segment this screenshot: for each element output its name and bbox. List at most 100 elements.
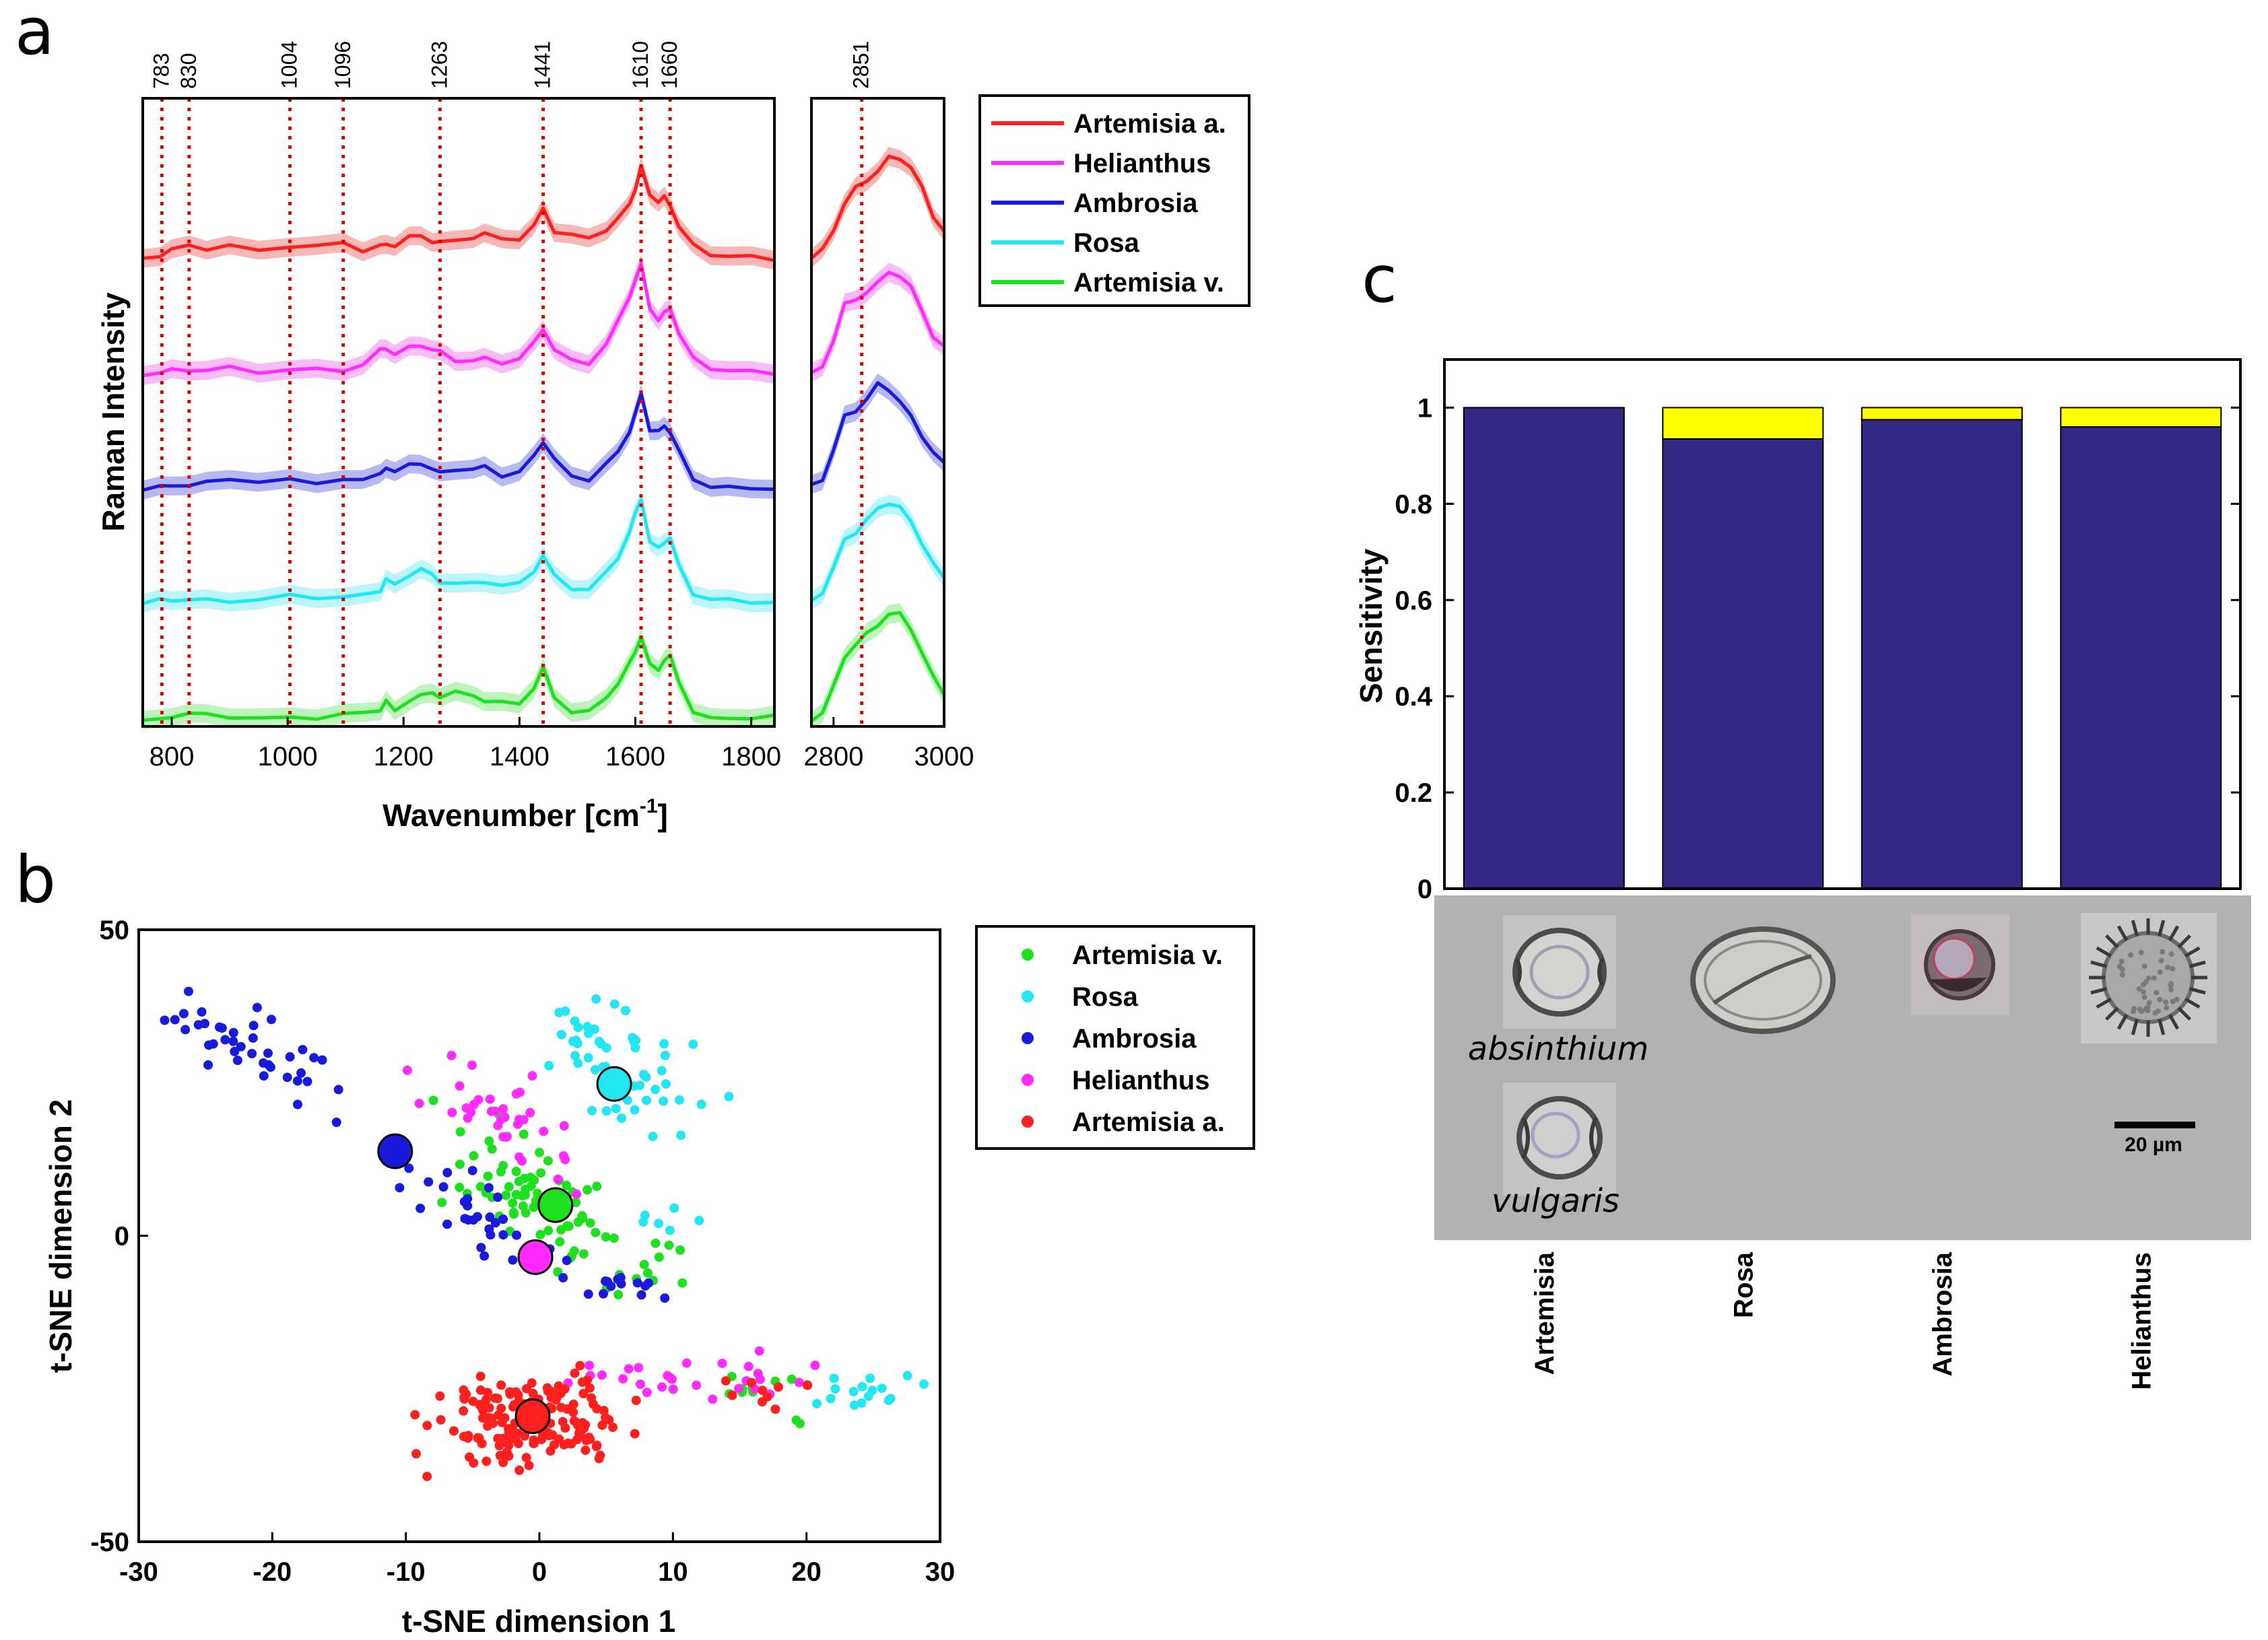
spectra-xtick-label-1000: 1000 (258, 742, 318, 772)
tsne-point (617, 1114, 626, 1123)
tsne-point (642, 1095, 652, 1105)
tsne-point (498, 1230, 508, 1240)
tsne-point (668, 1384, 678, 1394)
tsne-point (640, 1210, 650, 1221)
tsne-point (197, 1007, 207, 1017)
tsne-point (467, 1060, 477, 1070)
tsne-point (529, 1438, 539, 1448)
tsne-point (584, 1433, 594, 1442)
tsne-point (886, 1394, 896, 1404)
tsne-point (592, 1182, 602, 1192)
tsne-point (676, 1130, 686, 1140)
tsne-point (644, 1278, 654, 1288)
tsne-ytick-label-50: 50 (100, 916, 130, 945)
tsne-point (505, 1389, 515, 1399)
tsne-point (609, 999, 620, 1009)
tsne-point (803, 1380, 813, 1390)
tsne-point (519, 1115, 529, 1125)
tsne-point (571, 1035, 581, 1046)
spectra-xtick-label-2800: 2800 (803, 742, 863, 772)
tsne-point (498, 1458, 508, 1468)
tsne-point (595, 1450, 605, 1460)
tsne-point (252, 1002, 262, 1013)
tsne-point (648, 1131, 658, 1141)
tsne-point (466, 1107, 476, 1118)
spectrum-line-helianthuslow (142, 262, 775, 378)
tsne-point (549, 1440, 559, 1450)
tsne-point (578, 1389, 589, 1398)
tsne-point (830, 1384, 840, 1394)
tsne-point (508, 1198, 518, 1208)
tsne-point (877, 1383, 887, 1394)
spectrum-line-helianthushigh (810, 271, 945, 374)
tsne-point (787, 1374, 797, 1384)
tsne-point (473, 1095, 483, 1105)
tsne-point (230, 1046, 240, 1056)
tsne-point (285, 1052, 295, 1062)
tsne-point (638, 1070, 648, 1079)
tsne-point (584, 1029, 593, 1039)
tsne-point (563, 1438, 573, 1448)
tsne-legend-marker (1022, 1116, 1034, 1128)
reference-label-2851: 2851 (849, 41, 873, 89)
tsne-point (543, 1225, 554, 1235)
tsne-point (490, 1218, 500, 1228)
tsne-point (583, 1289, 593, 1299)
tsne-xtick-label-10: 10 (658, 1557, 688, 1587)
spectrum-band-artemisia-a-low (143, 156, 774, 270)
tsne-point (601, 1106, 611, 1116)
tsne-point (812, 1399, 822, 1408)
tsne-legend-marker (1022, 1032, 1034, 1044)
spectrum-line-ambrosialow (142, 392, 775, 492)
tsne-point (170, 1015, 180, 1025)
pollen-image-rosa (1690, 926, 1836, 1034)
tsne-point (521, 1453, 531, 1463)
tsne-point (493, 1192, 503, 1202)
spectrum-line-artemisia-a-low (142, 164, 775, 263)
spectrum-line-artemisia-v-high (810, 611, 946, 722)
scale-bar-label: 20 µm (2125, 1134, 2182, 1156)
tsne-point (634, 1363, 644, 1373)
tsne-point (568, 1399, 578, 1409)
tsne-point (477, 1402, 487, 1412)
tsne-point (601, 1043, 611, 1053)
tsne-point (577, 1377, 587, 1387)
tsne-point (292, 1076, 302, 1086)
spectra-y-axis-title: Raman Intensity (96, 292, 131, 532)
tsne-point (556, 1029, 566, 1039)
tsne-point (459, 1385, 469, 1395)
tsne-legend-marker (1022, 990, 1034, 1002)
spectra-xtick-label-800: 800 (149, 742, 195, 772)
tsne-point (493, 1120, 503, 1130)
tsne-point (902, 1371, 912, 1381)
tsne-point (263, 1048, 273, 1058)
tsne-point (502, 1132, 512, 1142)
tsne-point (493, 1433, 503, 1443)
tsne-ytick-label--50: -50 (90, 1528, 129, 1557)
tsne-point (791, 1415, 801, 1425)
tsne-point (537, 1435, 547, 1445)
spectrum-band-helianthushigh (811, 263, 944, 382)
tsne-xtick-label--30: -30 (119, 1557, 158, 1587)
tsne-point (517, 1156, 527, 1166)
tsne-point (547, 1430, 558, 1440)
tsne-point (459, 1406, 469, 1416)
tsne-xtick-label-20: 20 (791, 1557, 822, 1587)
tsne-point (758, 1386, 768, 1396)
tsne-point (651, 1238, 661, 1248)
tsne-point (465, 1452, 475, 1462)
tsne-point (677, 1278, 688, 1288)
tsne-point (826, 1394, 836, 1404)
tsne-point (302, 1077, 312, 1087)
tsne-point (447, 1107, 457, 1118)
tsne-point (524, 1460, 534, 1470)
tsne-point (248, 1033, 258, 1043)
tsne-legend-label: Helianthus (1072, 1066, 1209, 1095)
tsne-point (639, 1260, 649, 1270)
tsne-point (867, 1386, 877, 1396)
tsne-point (474, 1433, 484, 1443)
spectra-legend-label: Artemisia v. (1073, 268, 1224, 298)
spectrum-band-helianthuslow (143, 254, 774, 385)
sensitivity-ytick-label-0.6: 0.6 (1395, 586, 1432, 615)
tsne-point (298, 1045, 308, 1055)
